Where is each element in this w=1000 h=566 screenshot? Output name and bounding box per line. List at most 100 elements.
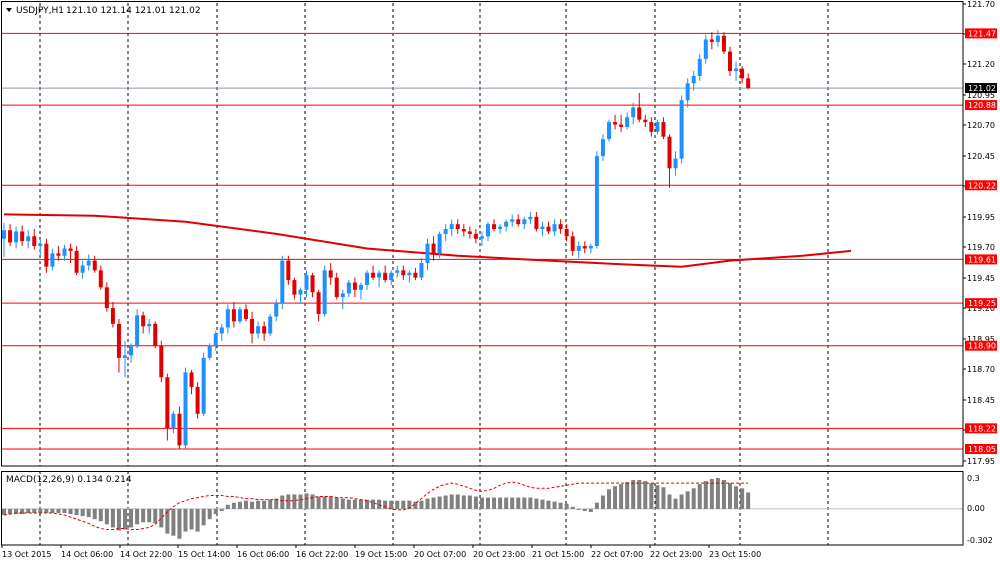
candle-body [449,224,454,230]
macd-histogram-bar [171,508,176,536]
candle-body [558,224,563,230]
macd-histogram-bar [643,481,648,509]
candle-body [637,107,642,120]
price-axis-label: 117.95 [967,457,995,466]
macd-histogram-bar [588,508,593,512]
candle-body [631,107,636,118]
candle-body [244,309,248,319]
candle-body [292,280,297,295]
candle-body [607,122,611,140]
macd-histogram-bar [44,508,49,514]
macd-histogram-bar [607,489,611,509]
macd-histogram-bar [346,499,351,509]
candle-body [740,68,745,79]
macd-histogram-bar [703,481,708,509]
candle-body [334,277,339,298]
macd-axis-label: -0.302 [967,536,993,545]
candle-body [401,270,406,276]
candle-body [141,315,146,327]
candle-body [74,250,79,273]
macd-histogram-bar [709,479,714,509]
macd-histogram-bar [728,483,732,509]
time-axis-label: 13 Oct 2015 [2,550,51,559]
macd-histogram-bar [407,500,412,509]
macd-histogram-bar [141,508,146,523]
level-price-tag [965,180,997,191]
macd-histogram-bar [395,500,400,509]
level-price-tag [965,254,997,265]
macd-histogram-bar [334,497,339,509]
candle-body [159,345,164,378]
current-price-tag-label: 121.02 [968,84,996,93]
macd-histogram-bar [576,508,581,510]
price-axis-label: 120.45 [967,152,995,161]
time-axis-label: 21 Oct 15:00 [532,550,584,559]
candle-body [673,158,678,169]
macd-histogram-bar [697,484,702,509]
macd-histogram-bar [492,497,497,509]
candle-body [498,226,503,230]
chart-header: USDJPY,H1 121.10 121.14 121.01 121.02 [6,6,201,16]
time-axis-label: 14 Oct 06:00 [61,550,113,559]
macd-histogram-bar [50,508,55,514]
candle-body [189,372,194,388]
macd-histogram-bar [546,500,551,509]
candle-body [116,323,121,358]
macd-histogram-bar [304,493,309,509]
candle-body [413,272,418,278]
candle-body [328,270,333,278]
macd-histogram-bar [316,496,321,509]
candle-body [552,224,557,232]
macd-signal-line [3,481,749,530]
candle-body [461,229,466,232]
macd-histogram-bar [225,504,230,509]
candle-body [685,83,690,101]
candle-body [50,253,55,267]
candle-body [56,253,61,256]
candle-body [147,323,152,327]
macd-histogram-bar [129,508,134,528]
macd-histogram-bar [250,501,255,509]
candle-body [183,372,188,446]
macd-histogram-bar [528,497,533,509]
candle-body [286,260,291,281]
candle-body [486,224,490,237]
candle-body [455,224,460,230]
macd-histogram-bar [413,501,418,509]
candle-body [407,272,412,276]
candle-body [570,236,575,251]
macd-histogram-bar [467,495,472,509]
candle-body [110,308,115,324]
macd-histogram-bar [389,500,394,509]
macd-histogram-bar [715,478,720,509]
level-price-tag [965,298,997,309]
candles [2,29,751,449]
macd-histogram-bar [358,499,363,509]
macd-histogram-bar [262,500,267,509]
candle-body [600,139,605,157]
macd-histogram-bar [437,496,442,509]
candle-body [613,122,618,125]
macd-panel-frame [1,471,964,546]
macd-histogram-bar [116,508,121,531]
macd-histogram-bar [534,498,539,509]
macd-histogram-bar [613,486,618,509]
chart-menu-triangle-icon[interactable] [6,8,12,12]
macd-histogram-bar [552,501,557,509]
macd-histogram-bar [473,496,478,509]
macd-histogram-bar [721,480,726,509]
macd-histogram-bar [377,499,382,509]
candle-body [425,243,430,264]
level-price-tag-label: 121.47 [968,29,996,38]
candle-body [492,224,497,230]
level-price-tag-label: 119.61 [968,255,996,264]
candle-body [395,270,400,273]
price-axis-label: 119.95 [967,213,995,222]
macd-histogram-bar [135,508,140,525]
candle-body [358,284,363,290]
candle-body [62,248,67,256]
macd-histogram-bar [14,508,19,515]
macd-histogram-bar [298,494,303,509]
candle-body [129,345,134,356]
